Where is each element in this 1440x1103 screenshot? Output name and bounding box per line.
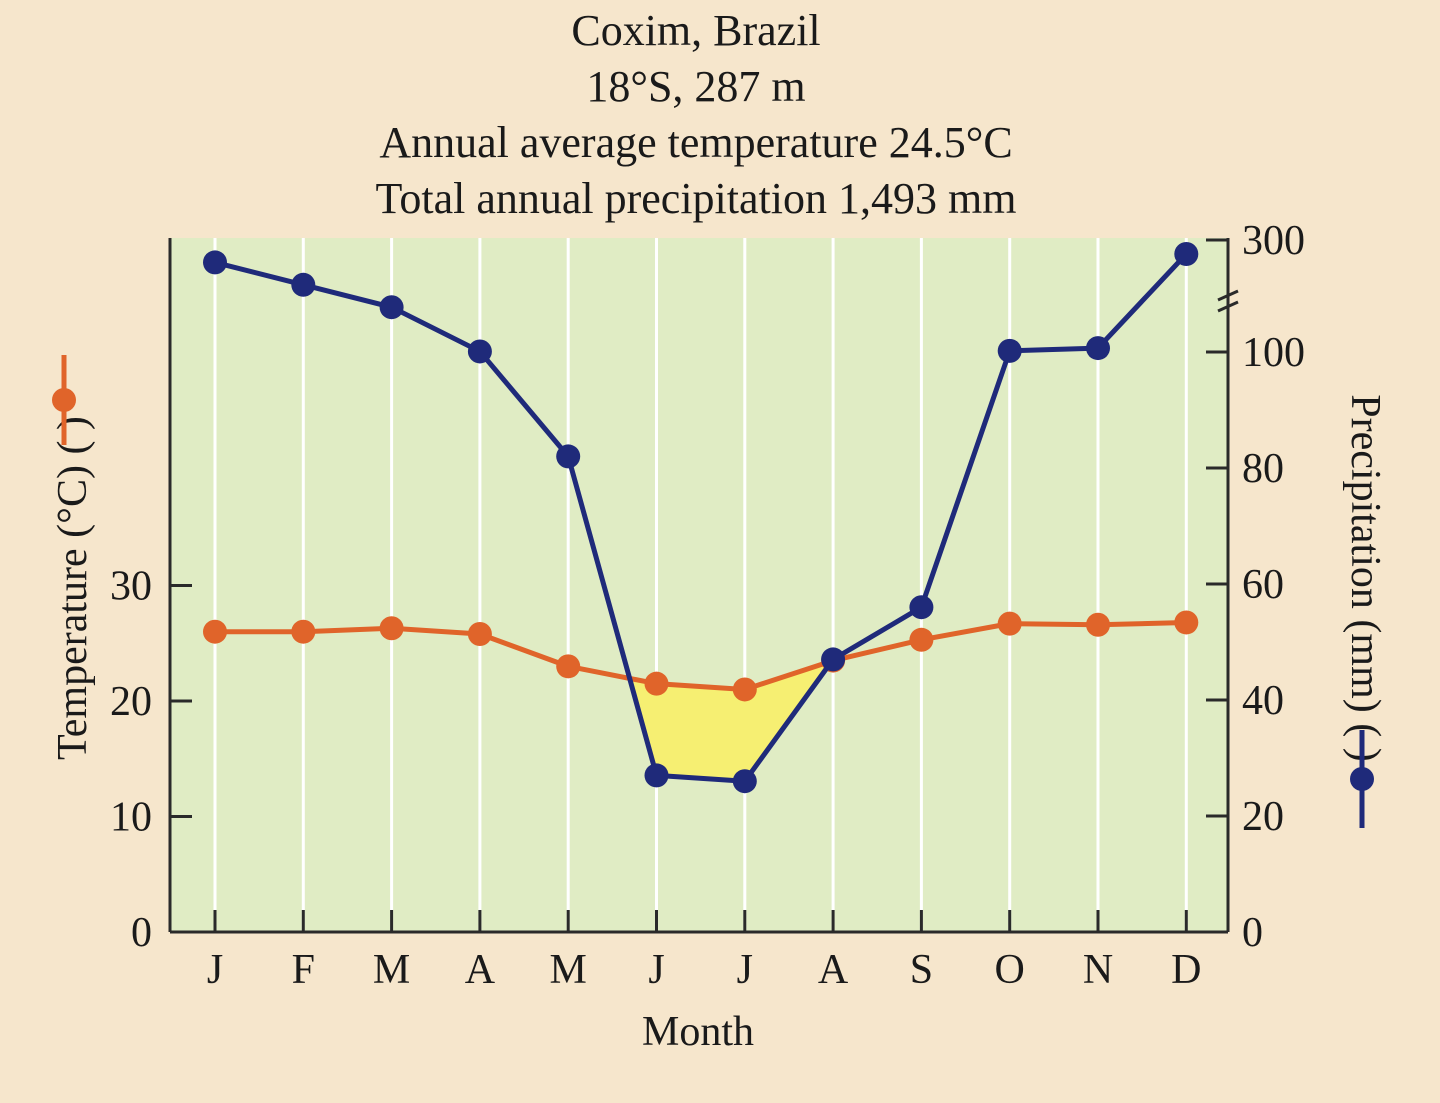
temperature-point xyxy=(1086,612,1110,637)
right-legend-gap xyxy=(1342,737,1388,748)
precipitation-point xyxy=(909,595,934,620)
precipitation-point xyxy=(644,763,669,788)
precipitation-point xyxy=(203,250,227,275)
right-tick-labels: 0 20 40 60 80 100 300 xyxy=(1242,218,1305,956)
right-tick-label: 40 xyxy=(1242,678,1284,724)
left-tick-label: 0 xyxy=(131,910,152,956)
temperature-point xyxy=(467,622,492,647)
right-axis-title: Precipitation (mm) ( ) xyxy=(1342,394,1388,761)
right-tick-label: 300 xyxy=(1242,218,1305,264)
plot-area xyxy=(170,238,1228,932)
x-tick-label: A xyxy=(818,947,849,993)
left-axis-title-close: ) xyxy=(50,416,96,430)
axis-break-mark-lower xyxy=(1217,300,1239,313)
temperature-legend-dot xyxy=(52,388,76,412)
right-tick-label: 60 xyxy=(1242,562,1284,608)
x-tick-label: F xyxy=(292,947,315,993)
precipitation-point xyxy=(556,444,581,469)
precipitation-point xyxy=(1086,336,1110,361)
x-tick-label: J xyxy=(207,947,223,993)
left-tick-label: 10 xyxy=(110,795,152,841)
svg-text:Temperature (°C) ( ): Temperature (°C) ( ) xyxy=(50,416,96,760)
left-axis-title-text: Temperature (°C) ( xyxy=(50,441,96,760)
x-tick-label: N xyxy=(1083,947,1113,993)
chart-title: Coxim, Brazil 18°S, 287 m Annual average… xyxy=(376,6,1017,223)
right-axis-title-text: Precipitation (mm) ( xyxy=(1342,394,1388,737)
temperature-point xyxy=(644,671,669,696)
left-tick-label: 20 xyxy=(110,679,152,725)
precipitation-point xyxy=(732,769,757,794)
precipitation-point xyxy=(379,295,404,320)
x-tick-label: D xyxy=(1171,947,1201,993)
right-tick-label: 0 xyxy=(1242,910,1263,956)
temperature-point xyxy=(291,619,316,644)
title-line-4: Total annual precipitation 1,493 mm xyxy=(376,174,1017,223)
precipitation-point xyxy=(467,339,492,364)
right-tick-label: 100 xyxy=(1242,330,1305,376)
x-tick-label: M xyxy=(373,947,410,993)
x-tick-label: S xyxy=(910,947,933,993)
title-line-2: 18°S, 287 m xyxy=(586,62,805,111)
x-tick-label: A xyxy=(465,947,496,993)
temperature-point xyxy=(732,677,757,702)
left-axis-title: Temperature (°C) ( ) xyxy=(50,416,96,760)
x-tick-label: J xyxy=(737,947,753,993)
precipitation-legend-marker xyxy=(1350,730,1374,828)
precipitation-point xyxy=(821,647,846,672)
x-tick-label: J xyxy=(648,947,664,993)
series-layer xyxy=(203,242,1199,794)
precipitation-point xyxy=(291,272,316,297)
right-axis-title-close: ) xyxy=(1342,748,1388,762)
temperature-point xyxy=(997,611,1022,636)
temperature-point xyxy=(909,627,934,652)
title-line-3: Annual average temperature 24.5°C xyxy=(379,118,1012,167)
x-tick-label: O xyxy=(995,947,1025,993)
temperature-point xyxy=(556,654,581,679)
precipitation-point xyxy=(1174,242,1199,266)
axis-ticks xyxy=(170,238,1228,934)
dry-season-area xyxy=(629,660,832,782)
left-tick-label: 30 xyxy=(110,564,152,610)
temperature-point xyxy=(379,616,404,641)
temperature-line xyxy=(215,619,1187,692)
precipitation-legend-dot xyxy=(1350,767,1374,791)
temperature-point xyxy=(1174,610,1199,635)
x-tick-label: M xyxy=(550,947,587,993)
svg-text:Precipitation (mm) ( ): Precipitation (mm) ( ) xyxy=(1342,394,1388,761)
temperature-legend-marker xyxy=(52,355,76,445)
right-tick-label: 80 xyxy=(1242,446,1284,492)
temperature-point xyxy=(203,619,227,644)
precipitation-point xyxy=(997,338,1022,363)
left-legend-gap xyxy=(50,430,96,441)
x-axis-title: Month xyxy=(642,1009,754,1055)
precipitation-line xyxy=(214,252,1189,784)
title-line-1: Coxim, Brazil xyxy=(571,6,820,55)
right-tick-label: 20 xyxy=(1242,794,1284,840)
left-tick-labels: 0 10 20 30 xyxy=(110,564,152,957)
axis-break-mark-upper xyxy=(1217,289,1239,302)
